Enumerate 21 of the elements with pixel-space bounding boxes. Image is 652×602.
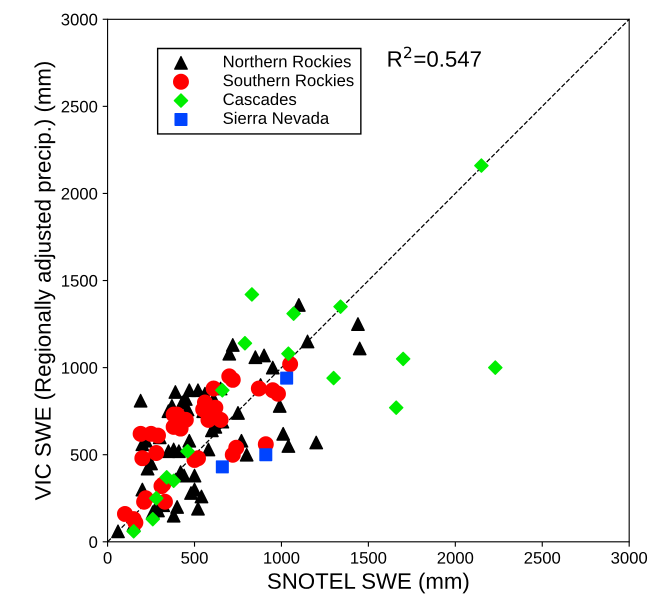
legend-label: Sierra Nevada xyxy=(223,112,330,124)
y-tick-label: 2500 xyxy=(62,100,98,113)
x-axis-title: SNOTEL SWE (mm) xyxy=(268,572,468,594)
y-tick-label: 3000 xyxy=(61,14,98,26)
x-tick-label: 2000 xyxy=(438,552,474,564)
y-tick-label: 1500 xyxy=(62,274,98,287)
x-tick-label: 3000 xyxy=(611,552,648,564)
x-tick-label: 2500 xyxy=(524,552,560,564)
annotation: R$^{2}$=0.547 xyxy=(388,46,481,67)
y-tick-label: 500 xyxy=(70,449,98,461)
x-tick-label: 1000 xyxy=(264,552,300,564)
x-tick-label: 0 xyxy=(104,552,112,564)
y-axis-title: VIC SWE (Regionally adjusted precip.) (mm) xyxy=(34,62,56,500)
legend-label: Cascades xyxy=(223,92,296,106)
y-tick-label: 2000 xyxy=(62,188,98,200)
legend-label: Southern Rockies xyxy=(223,74,354,86)
legend-label: Northern Rockies xyxy=(224,55,351,68)
x-tick-label: 500 xyxy=(181,552,208,564)
y-tick-label: 0 xyxy=(89,536,98,548)
x-tick-label: 1500 xyxy=(351,552,386,564)
y-tick-label: 1000 xyxy=(62,362,98,374)
